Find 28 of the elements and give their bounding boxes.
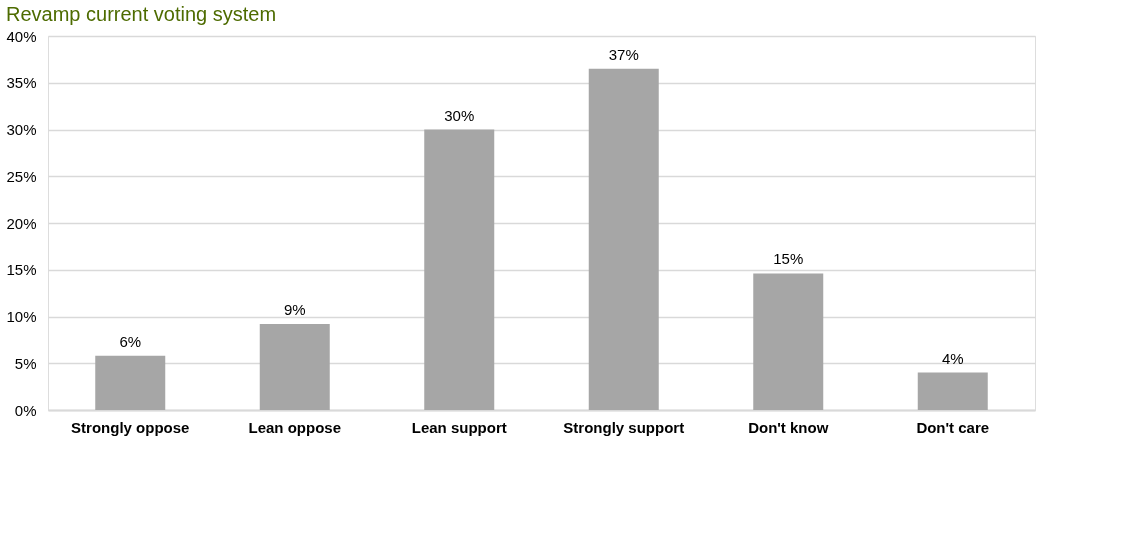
y-tick-label: 10% bbox=[6, 308, 37, 325]
x-tick-label: Don't know bbox=[748, 418, 829, 436]
bar bbox=[917, 372, 988, 410]
bar bbox=[259, 323, 330, 410]
y-tick-label: 20% bbox=[6, 214, 37, 232]
data-label: 37% bbox=[608, 45, 639, 63]
bar bbox=[424, 129, 495, 410]
data-label: 4% bbox=[941, 349, 964, 367]
bar bbox=[95, 355, 166, 410]
data-label: 6% bbox=[119, 332, 142, 350]
x-tick-label: Lean oppose bbox=[248, 418, 342, 436]
bar bbox=[588, 68, 659, 410]
bar bbox=[753, 273, 824, 410]
y-tick-label: 15% bbox=[6, 261, 37, 279]
data-label: 9% bbox=[283, 300, 306, 318]
x-tick-label: Strongly oppose bbox=[71, 418, 190, 436]
y-tick-label: 30% bbox=[6, 121, 37, 138]
y-tick-label: 0% bbox=[14, 401, 37, 419]
data-label: 30% bbox=[444, 106, 475, 124]
data-label: 15% bbox=[773, 250, 804, 268]
x-tick-label: Lean support bbox=[411, 418, 507, 436]
x-tick-label: Don't care bbox=[916, 418, 990, 436]
chart-title: Revamp current voting system bbox=[5, 3, 277, 25]
y-tick-label: 25% bbox=[6, 167, 37, 185]
x-tick-label: Strongly support bbox=[563, 418, 685, 436]
y-tick-label: 40% bbox=[6, 27, 37, 45]
y-tick-label: 35% bbox=[6, 74, 37, 92]
y-tick-label: 5% bbox=[14, 354, 37, 372]
